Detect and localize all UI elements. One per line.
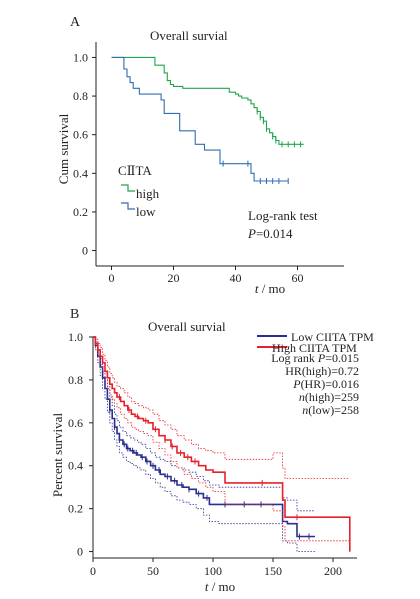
panel-a-y-tick-label: 0.2 — [73, 205, 88, 219]
panel-a-plot: 0 20 40 60 0 0.2 0.4 0.6 0.8 1.0 — [73, 42, 344, 285]
panel-a-y-tick-label: 0.8 — [73, 89, 88, 103]
panel-b-stat-p-hr-val: (HR)=0.016 — [301, 377, 359, 391]
panel-a-y-tick-label: 1.0 — [73, 50, 88, 64]
panel-a-series-0-line — [111, 56, 304, 145]
panel-b-series-0-line — [93, 336, 315, 538]
panel-b-x-tick-label: 150 — [264, 564, 282, 578]
panel-a-x-tick-label: 20 — [168, 271, 180, 285]
panel-b-stat-hr: HR(high)=0.72 — [285, 364, 359, 378]
panel-b-stat-n-high: n(high)=259 — [299, 390, 359, 404]
panel-b-series-1-ci-upper — [93, 336, 350, 479]
panel-b-y-tick-label: 0.6 — [68, 416, 83, 430]
panel-a-legend-swatch-high — [121, 184, 135, 192]
panel-b-title: Overall survial — [148, 319, 226, 334]
panel-a-x-tick-label: 0 — [109, 271, 115, 285]
panel-b-stat-hr-pre: HR(high)=0.72 — [285, 364, 359, 378]
panel-a-label: A — [70, 15, 81, 30]
panel-a-p-value: P=0.014 — [247, 226, 293, 241]
panel-b-stat-logrank-sym: P — [317, 351, 326, 365]
panel-a-ylabel: Cum survival — [56, 113, 71, 184]
panel-b-series-0-ci-lower — [93, 336, 315, 552]
panel-a-y-tick-label: 0.6 — [73, 128, 88, 142]
panel-b-stat-n-high-sym: n — [299, 390, 305, 404]
panel-b-stat-logrank-pre: Log rank — [271, 351, 318, 365]
panel-a-p-number: =0.014 — [256, 226, 293, 241]
panel-a-p-symbol: P — [247, 226, 256, 241]
panel-b-y-tick-label: 0.8 — [68, 373, 83, 387]
panel-b-legend-label-low: Low CIITA TPM — [291, 330, 374, 344]
panel-b-stat-n-low: n(low)=258 — [302, 403, 359, 417]
panel-a-legend-swatch-low — [121, 202, 135, 210]
panel-b-stat-logrank: Log rank P=0.015 — [271, 351, 359, 365]
panel-b-series-1-line — [93, 336, 351, 552]
panel-b-stat-p-hr: P(HR)=0.016 — [292, 377, 359, 391]
panel-b: B Overall survial Percent survival t / m… — [50, 307, 374, 594]
panel-b-y-tick-label: 0.2 — [68, 502, 83, 516]
panel-b-stat-n-low-sym: n — [302, 403, 308, 417]
panel-b-xlabel-var: t — [205, 579, 209, 594]
panel-b-y-tick-label: 0.4 — [68, 459, 83, 473]
panel-a-series-1-line — [111, 56, 289, 182]
panel-b-x-tick-label: 0 — [90, 564, 96, 578]
panel-a-legend-label-low: low — [136, 204, 156, 219]
panel-a-x-tick-label: 40 — [230, 271, 242, 285]
panel-b-xlabel-unit: / mo — [208, 579, 235, 594]
panel-b-y-tick-label: 1.0 — [68, 330, 83, 344]
panel-a-y-tick-label: 0 — [82, 244, 88, 258]
panel-a-title: Overall survial — [150, 28, 228, 43]
panel-a: A Overall survial Cum survival t / mo CⅡ… — [56, 15, 344, 296]
panel-b-x-tick-label: 200 — [324, 564, 342, 578]
panel-b-series-1-ci-lower — [93, 336, 350, 542]
panel-b-x-tick-label: 100 — [204, 564, 222, 578]
panel-b-ylabel: Percent survival — [50, 413, 65, 498]
panel-b-label: B — [70, 307, 79, 322]
panel-a-x-tick-label: 60 — [292, 271, 304, 285]
panel-b-x-tick-label: 50 — [147, 564, 159, 578]
panel-b-stat-n-high-val: (high)=259 — [305, 390, 359, 404]
panel-b-plot: 0 50 100 150 200 0 0.2 0.4 0.6 0.8 1.0 — [68, 330, 357, 578]
panel-a-xlabel-var: t — [255, 281, 259, 296]
panel-a-legend-label-high: high — [136, 186, 160, 201]
panel-b-stat-n-low-val: (low)=258 — [308, 403, 359, 417]
panel-b-xlabel: t / mo — [205, 579, 235, 594]
panel-b-legend-label-high: High CIITA TPM — [272, 341, 357, 355]
panel-b-stat-p-hr-sym: P — [292, 377, 301, 391]
panel-a-xlabel: t / mo — [255, 281, 285, 296]
panel-b-y-tick-label: 0 — [77, 545, 83, 559]
panel-a-xlabel-unit: / mo — [258, 281, 285, 296]
panel-a-test-name: Log-rank test — [248, 208, 318, 223]
panel-a-y-tick-label: 0.4 — [73, 166, 88, 180]
panel-a-legend-title: CⅡTA — [118, 163, 152, 178]
panel-b-stat-logrank-val: =0.015 — [325, 351, 359, 365]
